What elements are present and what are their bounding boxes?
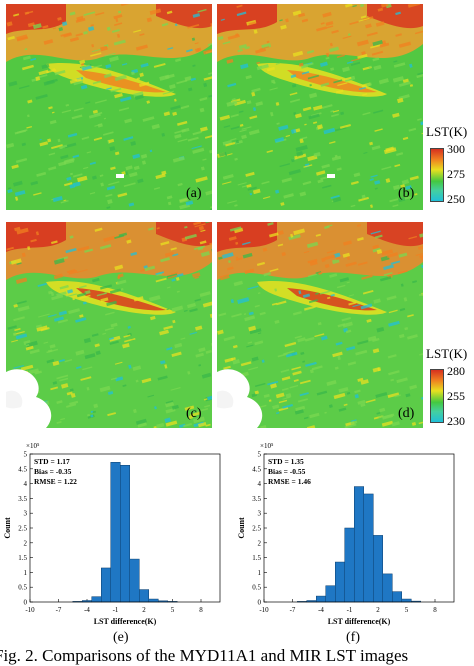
panel-label-e: (e) — [113, 630, 129, 646]
colorbar-top-min: 250 — [447, 192, 465, 207]
panel-label-d: (d) — [398, 406, 414, 422]
x-axis-label: LST difference(K) — [328, 617, 391, 626]
panel-label-b: (b) — [398, 186, 414, 202]
y-exponent-label: ×10⁵ — [26, 442, 40, 450]
y-axis-label: Count — [237, 517, 246, 539]
y-tick-label: 4 — [258, 480, 262, 488]
map-missing-data — [116, 174, 124, 178]
histogram-bar — [101, 568, 111, 602]
stat-label: STD = 1.35 — [268, 457, 304, 466]
colorbar-top-mid: 275 — [447, 167, 465, 182]
stat-label: RMSE = 1.22 — [34, 477, 77, 486]
y-axis-label: Count — [3, 517, 12, 539]
histogram-bar — [111, 462, 121, 602]
lst-map-c-image — [6, 222, 212, 428]
y-tick-label: 1.5 — [252, 554, 261, 562]
x-tick-label: -1 — [347, 606, 353, 614]
x-tick-label: 2 — [142, 606, 146, 614]
y-tick-label: 1 — [24, 569, 28, 577]
y-tick-label: 0.5 — [18, 584, 27, 592]
panel-label-c: (c) — [186, 406, 202, 422]
y-tick-label: 3 — [24, 510, 28, 518]
colorbar-top-max: 300 — [447, 142, 465, 157]
histogram-bar — [383, 574, 393, 602]
histogram-bar — [316, 596, 326, 602]
lst-map-d — [217, 222, 423, 428]
histogram-bar — [402, 599, 412, 602]
y-tick-label: 2 — [24, 539, 28, 547]
histogram-bar — [149, 599, 159, 602]
histogram-bar — [354, 487, 364, 602]
x-tick-label: -10 — [25, 606, 35, 614]
lst-map-c — [6, 222, 212, 428]
colorbar-bottom-min: 230 — [447, 414, 465, 429]
histogram-bar — [92, 597, 102, 602]
histogram-bar — [335, 562, 345, 602]
colorbar-top-title: LST(K) — [426, 124, 467, 140]
histogram-bar — [373, 535, 383, 602]
figure-caption: Fig. 2. Comparisons of the MYD11A1 and M… — [0, 646, 408, 666]
lst-map-d-image — [217, 222, 423, 428]
colorbar-bottom — [430, 369, 444, 423]
lst-map-b — [217, 4, 423, 210]
y-tick-label: 2.5 — [18, 525, 27, 533]
x-tick-label: -7 — [56, 606, 62, 614]
x-tick-label: -1 — [113, 606, 119, 614]
y-tick-label: 3.5 — [18, 495, 27, 503]
x-axis-label: LST difference(K) — [94, 617, 157, 626]
colorbar-top — [430, 148, 444, 202]
x-tick-label: 8 — [199, 606, 203, 614]
y-exponent-label: ×10⁵ — [260, 442, 274, 450]
y-tick-label: 1.5 — [18, 554, 27, 562]
lst-map-b-image — [217, 4, 423, 210]
lst-map-a-image — [6, 4, 212, 210]
y-tick-label: 5 — [258, 451, 262, 459]
histogram-bar — [345, 528, 355, 602]
stat-label: Bias = -0.55 — [268, 467, 306, 476]
stat-label: RMSE = 1.46 — [268, 477, 311, 486]
y-tick-label: 4 — [24, 480, 28, 488]
y-tick-label: 4.5 — [18, 465, 27, 473]
colorbar-bottom-max: 280 — [447, 364, 465, 379]
y-tick-label: 3 — [258, 510, 262, 518]
y-tick-label: 2 — [258, 539, 262, 547]
x-tick-label: -4 — [84, 606, 90, 614]
histogram-bar — [139, 590, 149, 602]
colorbar-bottom-mid: 255 — [447, 389, 465, 404]
x-tick-label: 5 — [405, 606, 409, 614]
lst-map-a — [6, 4, 212, 210]
x-tick-label: 8 — [433, 606, 437, 614]
y-tick-label: 0.5 — [252, 584, 261, 592]
y-tick-label: 4.5 — [252, 465, 261, 473]
histogram-bar — [326, 586, 336, 602]
histogram-bar — [364, 494, 374, 602]
x-tick-label: -4 — [318, 606, 324, 614]
histogram-bar — [120, 465, 130, 602]
y-tick-label: 2.5 — [252, 525, 261, 533]
x-tick-label: 5 — [171, 606, 175, 614]
map-missing-data — [327, 174, 335, 178]
x-tick-label: -7 — [290, 606, 296, 614]
x-tick-label: 2 — [376, 606, 380, 614]
panel-label-a: (a) — [186, 186, 202, 202]
histogram-bar — [130, 559, 140, 602]
colorbar-bottom-title: LST(K) — [426, 346, 467, 362]
y-tick-label: 5 — [24, 451, 28, 459]
histogram-bar — [392, 592, 402, 602]
stat-label: STD = 1.17 — [34, 457, 70, 466]
y-tick-label: 1 — [258, 569, 262, 577]
panel-label-f: (f) — [346, 630, 360, 646]
stat-label: Bias = -0.35 — [34, 467, 72, 476]
y-tick-label: 3.5 — [252, 495, 261, 503]
x-tick-label: -10 — [259, 606, 269, 614]
